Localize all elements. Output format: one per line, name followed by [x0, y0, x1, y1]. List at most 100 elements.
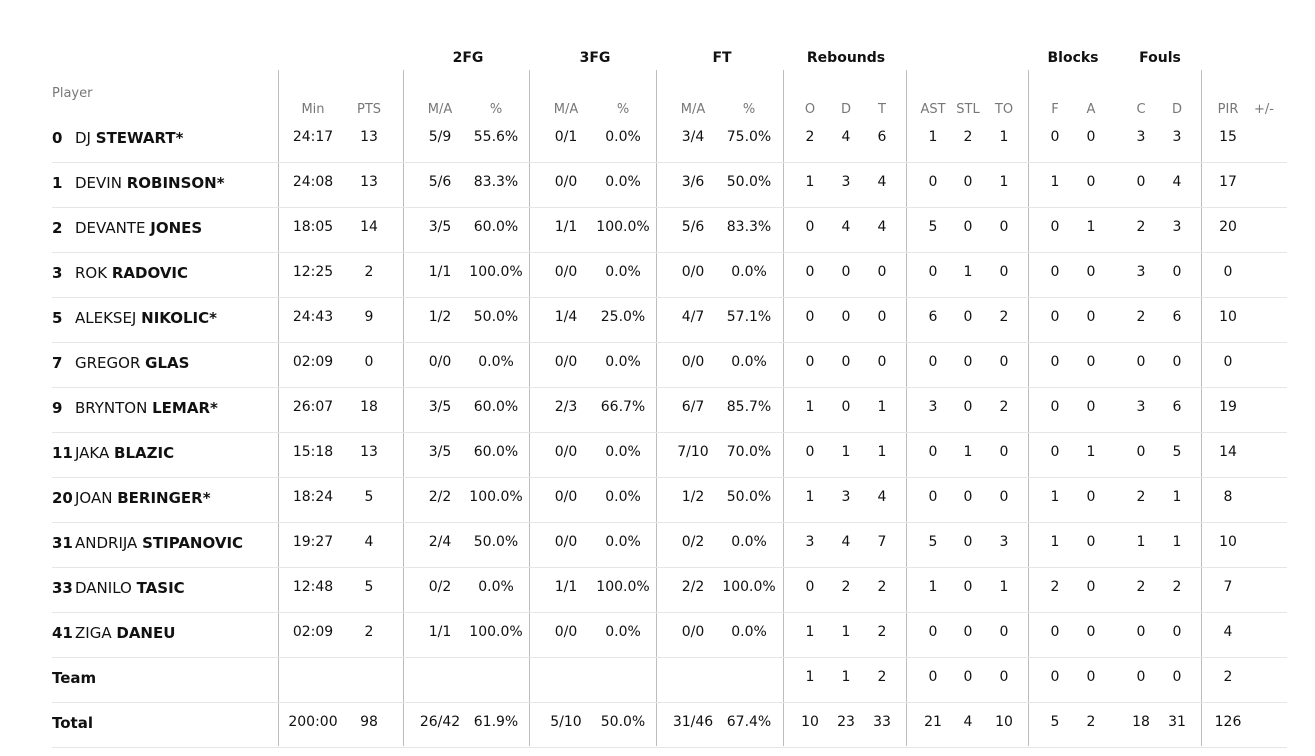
stat-fg2-pct: 100.0% — [469, 624, 523, 640]
column-header-to[interactable]: TO — [994, 102, 1014, 117]
stat-to: 1 — [999, 579, 1009, 595]
column-header-reb-o[interactable]: O — [804, 102, 816, 117]
stat-ast: 0 — [928, 354, 938, 370]
player-name[interactable]: GREGOR GLAS — [75, 354, 189, 372]
stat-foul-d: 0 — [1172, 669, 1182, 685]
stat-ast: 1 — [928, 579, 938, 595]
stat-fg3-pct: 100.0% — [596, 219, 650, 235]
stat-foul-c: 0 — [1136, 669, 1146, 685]
player-first-name: JAKA — [75, 444, 110, 462]
stat-pts: 13 — [360, 444, 378, 460]
stat-blk-f: 0 — [1050, 444, 1060, 460]
player-name[interactable]: ANDRIJA STIPANOVIC — [75, 534, 243, 552]
stat-fg2-ma: 3/5 — [428, 444, 452, 460]
stat-pts: 13 — [360, 129, 378, 145]
column-header-stl[interactable]: STL — [956, 102, 980, 117]
column-header-ft-ma[interactable]: M/A — [680, 102, 706, 117]
column-header-pir[interactable]: PIR — [1217, 102, 1239, 117]
stat-to: 0 — [999, 669, 1009, 685]
stat-ft-pct: 83.3% — [726, 219, 772, 235]
stat-fg3-ma: 0/0 — [554, 534, 578, 550]
column-header-blk-f[interactable]: F — [1051, 102, 1059, 117]
player-name[interactable]: DEVIN ROBINSON* — [75, 174, 225, 192]
stat-reb-t: 2 — [877, 669, 887, 685]
stat-reb-d: 4 — [841, 534, 851, 550]
player-row: 7 GREGOR GLAS 02:09 0 0/0 0.0% 0/0 0.0% 0/0 0.0% 0… — [0, 342, 1315, 387]
stat-fg3-pct: 50.0% — [600, 714, 646, 730]
column-header-foul-d[interactable]: D — [1171, 102, 1183, 117]
stat-blk-f: 0 — [1050, 354, 1060, 370]
column-header-pts[interactable]: PTS — [356, 102, 382, 117]
stat-pts: 5 — [364, 579, 374, 595]
column-header-fg2-pct[interactable]: % — [489, 102, 503, 117]
player-name[interactable]: DJ STEWART* — [75, 129, 183, 147]
stat-reb-t: 2 — [877, 624, 887, 640]
column-header-fg3-ma[interactable]: M/A — [553, 102, 579, 117]
stat-reb-o: 10 — [801, 714, 819, 730]
stat-foul-c: 0 — [1136, 354, 1146, 370]
player-last-name: LEMAR* — [152, 399, 218, 417]
column-header-pm[interactable]: +/- — [1254, 102, 1274, 117]
stat-pir: 126 — [1214, 714, 1242, 730]
stat-reb-d: 0 — [841, 399, 851, 415]
stat-pts: 98 — [360, 714, 378, 730]
stat-ft-pct: 100.0% — [722, 579, 776, 595]
row-divider — [52, 162, 1287, 163]
stat-fg2-ma: 5/6 — [428, 174, 452, 190]
stat-reb-d: 3 — [841, 174, 851, 190]
stat-ft-ma: 31/46 — [672, 714, 714, 730]
stat-reb-t: 0 — [877, 354, 887, 370]
player-row: 3 ROK RADOVIC 12:25 2 1/1 100.0% 0/0 0.0% 0/0 0.0… — [0, 252, 1315, 297]
column-header-foul-c[interactable]: C — [1136, 102, 1146, 117]
stat-blk-f: 1 — [1050, 534, 1060, 550]
player-name[interactable]: ALEKSEJ NIKOLIC* — [75, 309, 217, 327]
stat-fg2-pct: 61.9% — [473, 714, 519, 730]
player-name[interactable]: DANILO TASIC — [75, 579, 185, 597]
stat-blk-f: 0 — [1050, 624, 1060, 640]
stat-ast: 0 — [928, 264, 938, 280]
stat-fg2-ma: 3/5 — [428, 399, 452, 415]
stat-fg3-ma: 0/0 — [554, 624, 578, 640]
stat-stl: 2 — [963, 129, 973, 145]
stat-stl: 1 — [963, 444, 973, 460]
stat-pir: 17 — [1219, 174, 1237, 190]
column-header-ast[interactable]: AST — [920, 102, 946, 117]
column-header-fg2-ma[interactable]: M/A — [427, 102, 453, 117]
stat-blk-a: 0 — [1086, 624, 1096, 640]
player-name[interactable]: BRYNTON LEMAR* — [75, 399, 218, 417]
stat-blk-a: 2 — [1086, 714, 1096, 730]
stat-reb-o: 0 — [805, 264, 815, 280]
column-header-blk-a[interactable]: A — [1086, 102, 1096, 117]
column-divider — [906, 70, 907, 746]
column-header-min[interactable]: Min — [301, 102, 325, 117]
player-name[interactable]: DEVANTE JONES — [75, 219, 202, 237]
column-header-reb-t[interactable]: T — [878, 102, 886, 117]
group-header-rebounds: Rebounds — [806, 50, 886, 66]
stat-blk-a: 0 — [1086, 309, 1096, 325]
stat-foul-c: 2 — [1136, 579, 1146, 595]
column-header-fg3-pct[interactable]: % — [616, 102, 630, 117]
stat-pir: 0 — [1223, 264, 1233, 280]
player-last-name: STIPANOVIC — [142, 534, 244, 552]
player-name[interactable]: JAKA BLAZIC — [75, 444, 174, 462]
team-row: Team 1 1 2 0 0 0 0 0 0 0 2 — [0, 657, 1315, 702]
column-header-reb-d[interactable]: D — [840, 102, 852, 117]
player-name[interactable]: JOAN BERINGER* — [75, 489, 211, 507]
player-name[interactable]: ZIGA DANEU — [75, 624, 175, 642]
column-divider — [783, 70, 784, 746]
stat-to: 0 — [999, 444, 1009, 460]
stat-foul-d: 0 — [1172, 264, 1182, 280]
stat-pts: 2 — [364, 264, 374, 280]
stat-foul-c: 1 — [1136, 534, 1146, 550]
player-name[interactable]: ROK RADOVIC — [75, 264, 188, 282]
row-divider — [52, 612, 1287, 613]
stat-stl: 0 — [963, 354, 973, 370]
player-first-name: ROK — [75, 264, 108, 282]
column-header-ft-pct[interactable]: % — [742, 102, 756, 117]
player-last-name: JONES — [150, 219, 203, 237]
stat-stl: 0 — [963, 219, 973, 235]
stat-ft-ma: 4/7 — [681, 309, 705, 325]
stat-pts: 14 — [360, 219, 378, 235]
stat-reb-t: 33 — [873, 714, 891, 730]
stat-foul-c: 0 — [1136, 444, 1146, 460]
